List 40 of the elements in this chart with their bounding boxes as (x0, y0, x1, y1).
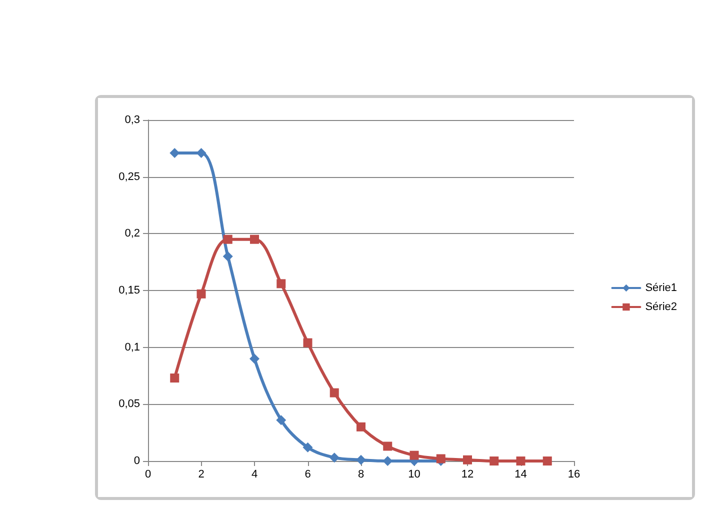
x-tick-label: 6 (304, 468, 311, 480)
legend-label: Série1 (645, 282, 677, 294)
point (490, 456, 499, 466)
x-tick-label: 8 (358, 468, 364, 480)
x-tick-label: 2 (198, 468, 204, 480)
x-tick-label: 4 (251, 468, 258, 480)
point (383, 442, 392, 451)
point (330, 388, 339, 398)
point (302, 442, 313, 452)
point (463, 455, 472, 464)
point (356, 454, 366, 465)
x-tick-label: 12 (461, 468, 474, 480)
point (356, 422, 366, 432)
y-tick-label: 0,3 (124, 114, 140, 126)
y-tick-label: 0,25 (118, 170, 140, 183)
x-tick-label: 16 (568, 468, 580, 480)
point (170, 374, 180, 383)
point (276, 415, 286, 426)
y-tick-label: 0,05 (118, 398, 140, 410)
point (222, 251, 233, 262)
y-tick-label: 0 (134, 455, 140, 467)
point (516, 456, 526, 466)
point (303, 338, 312, 348)
legend-label: Série2 (645, 301, 677, 313)
y-tick-label: 0,1 (124, 341, 140, 354)
point (250, 354, 260, 364)
point (250, 234, 259, 244)
point (542, 456, 552, 466)
x-tick-label: 0 (144, 468, 152, 480)
y-tick-label: 0,15 (118, 284, 140, 296)
point (196, 148, 206, 158)
point (436, 454, 446, 464)
point (410, 450, 419, 460)
point (276, 279, 286, 288)
x-tick-label: 14 (514, 468, 527, 480)
x-tick-label: 10 (408, 468, 420, 480)
point (329, 452, 340, 463)
point (223, 234, 232, 244)
y-tick-label: 0,2 (124, 228, 140, 240)
point (196, 289, 206, 298)
